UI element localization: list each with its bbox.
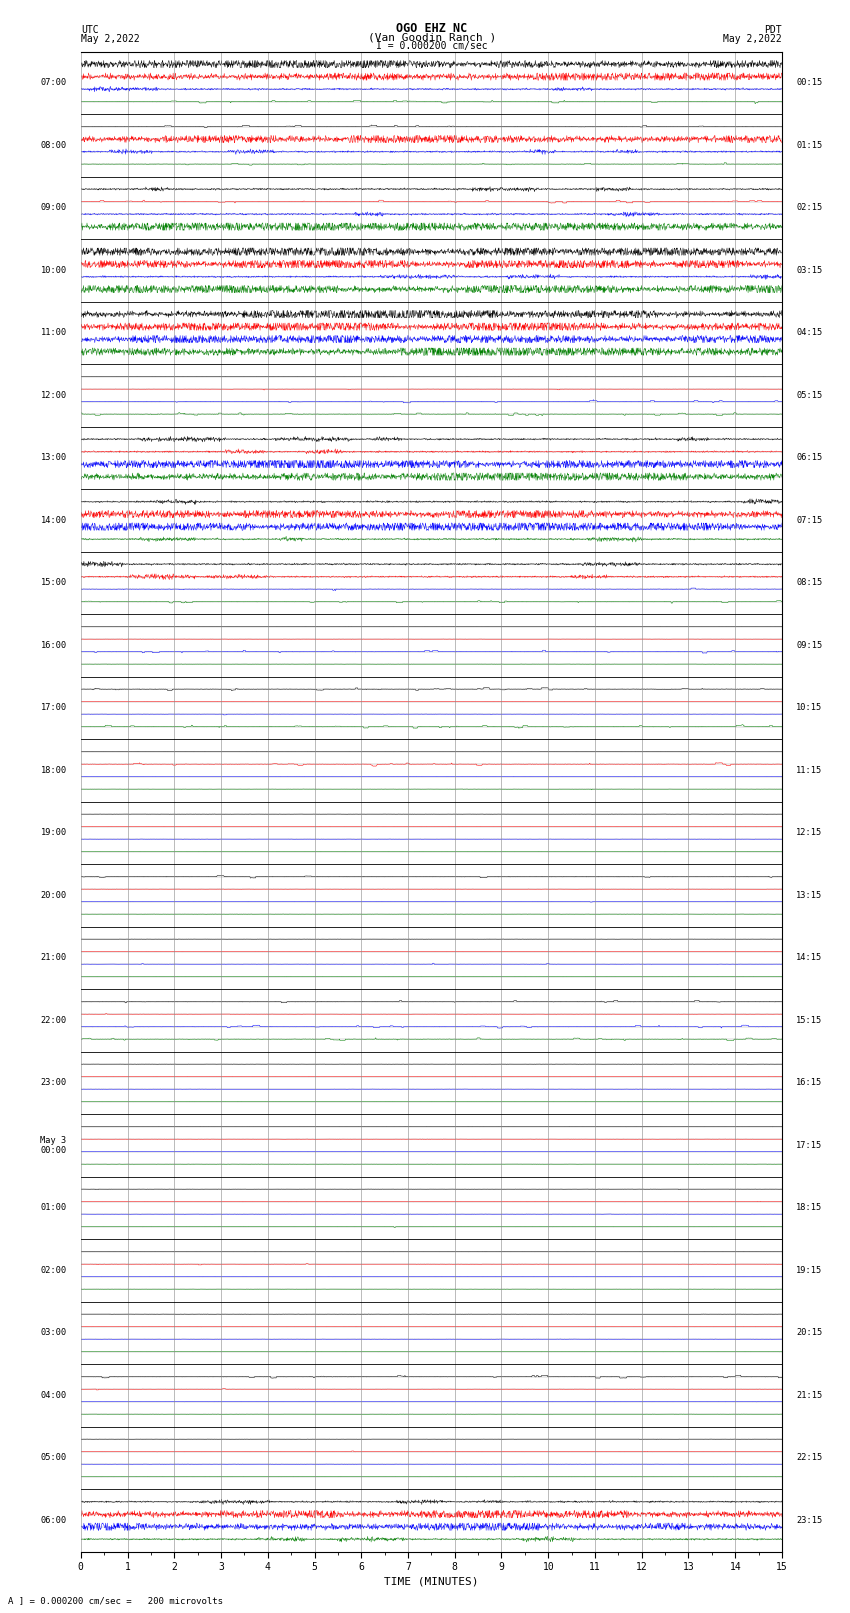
Text: 18:00: 18:00 bbox=[41, 766, 66, 774]
Text: 16:00: 16:00 bbox=[41, 640, 66, 650]
Text: 16:15: 16:15 bbox=[796, 1079, 822, 1087]
Text: 10:00: 10:00 bbox=[41, 266, 66, 274]
Text: 22:00: 22:00 bbox=[41, 1016, 66, 1024]
Text: 08:00: 08:00 bbox=[41, 140, 66, 150]
Text: OGO EHZ NC: OGO EHZ NC bbox=[396, 21, 468, 35]
Text: I = 0.000200 cm/sec: I = 0.000200 cm/sec bbox=[376, 40, 488, 50]
Text: 03:00: 03:00 bbox=[41, 1329, 66, 1337]
Text: UTC: UTC bbox=[81, 24, 99, 35]
Text: 06:15: 06:15 bbox=[796, 453, 822, 463]
Text: 12:15: 12:15 bbox=[796, 829, 822, 837]
Text: 14:00: 14:00 bbox=[41, 516, 66, 524]
Text: 11:15: 11:15 bbox=[796, 766, 822, 774]
Text: 02:15: 02:15 bbox=[796, 203, 822, 213]
Text: 03:15: 03:15 bbox=[796, 266, 822, 274]
Text: 23:00: 23:00 bbox=[41, 1079, 66, 1087]
Text: 01:00: 01:00 bbox=[41, 1203, 66, 1213]
Text: 07:00: 07:00 bbox=[41, 79, 66, 87]
Text: May 2,2022: May 2,2022 bbox=[81, 34, 139, 44]
Text: 19:15: 19:15 bbox=[796, 1266, 822, 1274]
Text: May 2,2022: May 2,2022 bbox=[723, 34, 782, 44]
Text: 06:00: 06:00 bbox=[41, 1516, 66, 1524]
Text: 07:15: 07:15 bbox=[796, 516, 822, 524]
Text: 13:00: 13:00 bbox=[41, 453, 66, 463]
Text: 08:15: 08:15 bbox=[796, 579, 822, 587]
Text: 17:00: 17:00 bbox=[41, 703, 66, 713]
Text: 17:15: 17:15 bbox=[796, 1140, 822, 1150]
Text: 10:15: 10:15 bbox=[796, 703, 822, 713]
Text: 05:00: 05:00 bbox=[41, 1453, 66, 1463]
Text: 19:00: 19:00 bbox=[41, 829, 66, 837]
Text: 21:15: 21:15 bbox=[796, 1390, 822, 1400]
Text: PDT: PDT bbox=[764, 24, 782, 35]
Text: 15:15: 15:15 bbox=[796, 1016, 822, 1024]
Text: 05:15: 05:15 bbox=[796, 390, 822, 400]
Text: 12:00: 12:00 bbox=[41, 390, 66, 400]
Text: 20:00: 20:00 bbox=[41, 890, 66, 900]
Text: 22:15: 22:15 bbox=[796, 1453, 822, 1463]
X-axis label: TIME (MINUTES): TIME (MINUTES) bbox=[384, 1576, 479, 1586]
Text: 15:00: 15:00 bbox=[41, 579, 66, 587]
Text: 18:15: 18:15 bbox=[796, 1203, 822, 1213]
Text: 04:15: 04:15 bbox=[796, 329, 822, 337]
Text: (Van Goodin Ranch ): (Van Goodin Ranch ) bbox=[368, 32, 496, 44]
Text: 02:00: 02:00 bbox=[41, 1266, 66, 1274]
Text: 09:00: 09:00 bbox=[41, 203, 66, 213]
Text: 23:15: 23:15 bbox=[796, 1516, 822, 1524]
Text: 14:15: 14:15 bbox=[796, 953, 822, 963]
Text: 04:00: 04:00 bbox=[41, 1390, 66, 1400]
Text: 11:00: 11:00 bbox=[41, 329, 66, 337]
Text: 01:15: 01:15 bbox=[796, 140, 822, 150]
Text: 13:15: 13:15 bbox=[796, 890, 822, 900]
Text: May 3
00:00: May 3 00:00 bbox=[41, 1136, 66, 1155]
Text: 21:00: 21:00 bbox=[41, 953, 66, 963]
Text: A ] = 0.000200 cm/sec =   200 microvolts: A ] = 0.000200 cm/sec = 200 microvolts bbox=[8, 1595, 224, 1605]
Text: 00:15: 00:15 bbox=[796, 79, 822, 87]
Text: 20:15: 20:15 bbox=[796, 1329, 822, 1337]
Text: 09:15: 09:15 bbox=[796, 640, 822, 650]
